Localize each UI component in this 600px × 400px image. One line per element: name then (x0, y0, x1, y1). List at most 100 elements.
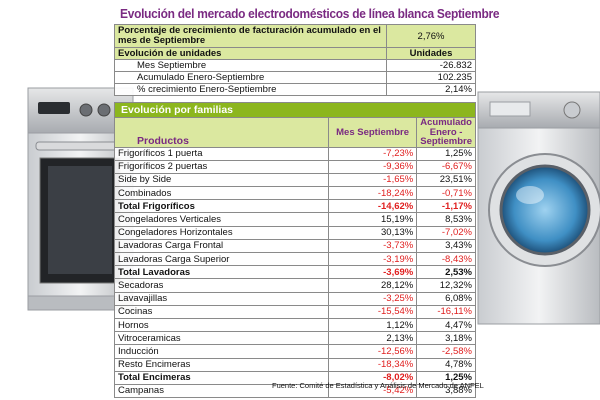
column-header-accumulated: Acumulado Enero - Septiembre (416, 117, 476, 148)
units-row-value: 102.235 (386, 71, 476, 84)
units-row: Acumulado Enero-Septiembre 102.235 (114, 71, 476, 84)
accumulated-change-cell: -16,11% (416, 304, 476, 319)
accumulated-change-cell: 8,53% (416, 212, 476, 227)
table-row: Congeladores Verticales 15,19% 8,53% (114, 212, 476, 227)
families-panel: Evolución por familias Productos Mes Sep… (114, 102, 476, 399)
table-row-total: Total Encimeras -8,02% 1,25% (114, 370, 476, 385)
units-row: Mes Septiembre -26.832 (114, 59, 476, 72)
month-change-cell: -3,73% (327, 238, 418, 254)
accumulated-change-cell: 4,47% (416, 317, 476, 333)
families-header-row: Productos Mes Septiembre Acumulado Enero… (114, 117, 476, 148)
accumulated-change-cell: -7,02% (416, 225, 476, 240)
table-row: Inducción -12,56% -2,58% (114, 344, 476, 359)
product-cell: Inducción (114, 344, 329, 359)
product-cell: Secadoras (114, 278, 329, 293)
washing-machine-illustration (477, 91, 600, 325)
product-cell: Congeladores Verticales (114, 212, 329, 227)
month-change-cell: -12,56% (327, 344, 418, 359)
accumulated-change-cell: -6,67% (416, 159, 476, 174)
product-cell: Lavadoras Carga Frontal (114, 238, 329, 254)
table-row: Combinados -18,24% -0,71% (114, 186, 476, 201)
month-change-cell: 28,12% (327, 278, 418, 293)
summary-panel: Porcentaje de crecimiento de facturación… (114, 24, 476, 96)
accumulated-change-cell: 6,08% (416, 291, 476, 306)
summary-table: Porcentaje de crecimiento de facturación… (114, 24, 476, 96)
month-change-cell: -3,19% (327, 251, 418, 267)
product-cell: Frigoríficos 1 puerta (114, 146, 329, 161)
month-change-cell: 2,13% (327, 331, 418, 346)
month-change-cell: -15,54% (327, 304, 418, 319)
table-row: Side by Side -1,65% 23,51% (114, 172, 476, 188)
accumulated-change-cell: -2,58% (416, 344, 476, 359)
month-change-cell: -1,65% (327, 172, 418, 188)
families-title: Evolución por familias (114, 102, 476, 117)
month-change-cell: -7,23% (327, 146, 418, 161)
billing-growth-row: Porcentaje de crecimiento de facturación… (114, 24, 476, 48)
table-row: Vitroceramicas 2,13% 3,18% (114, 331, 476, 346)
product-cell: Side by Side (114, 172, 329, 188)
table-row-total: Total Frigoríficos -14,62% -1,17% (114, 199, 476, 214)
accumulated-change-cell: 2,53% (416, 265, 476, 280)
billing-growth-label: Porcentaje de crecimiento de facturación… (114, 24, 387, 48)
accumulated-change-cell: 3,88% (416, 383, 476, 399)
month-change-cell: -3,25% (327, 291, 418, 306)
units-header-label: Evolución de unidades (114, 47, 387, 60)
page-title: Evolución del mercado electrodomésticos … (120, 6, 500, 21)
accumulated-change-cell: 12,32% (416, 278, 476, 293)
table-row: Lavavajillas -3,25% 6,08% (114, 291, 476, 306)
table-row: Resto Encimeras -18,34% 4,78% (114, 357, 476, 372)
product-cell: Cocinas (114, 304, 329, 319)
product-cell: Total Lavadoras (114, 265, 329, 280)
families-body: Frigoríficos 1 puerta -7,23% 1,25% Frigoríf… (114, 146, 476, 399)
month-change-cell: -18,34% (327, 357, 418, 372)
product-cell: Congeladores Horizontales (114, 225, 329, 240)
month-change-cell: -3,69% (327, 265, 418, 280)
accumulated-change-cell: 4,78% (416, 357, 476, 372)
accumulated-change-cell: 1,25% (416, 370, 476, 385)
column-header-month: Mes Septiembre (327, 117, 418, 148)
table-row: Congeladores Horizontales 30,13% -7,02% (114, 225, 476, 240)
product-cell: Frigoríficos 2 puertas (114, 159, 329, 174)
month-change-cell: 30,13% (327, 225, 418, 240)
accumulated-change-cell: -0,71% (416, 186, 476, 201)
table-row: Campanas -5,42% 3,88% (114, 383, 476, 399)
product-cell: Hornos (114, 317, 329, 333)
units-row-label: Mes Septiembre (114, 59, 387, 72)
table-row: Lavadoras Carga Frontal -3,73% 3,43% (114, 238, 476, 254)
accumulated-change-cell: 3,43% (416, 238, 476, 254)
billing-growth-value: 2,76% (386, 24, 476, 48)
accumulated-change-cell: 1,25% (416, 146, 476, 161)
product-cell: Campanas (114, 383, 329, 399)
table-row: Frigoríficos 2 puertas -9,36% -6,67% (114, 159, 476, 174)
product-cell: Vitroceramicas (114, 331, 329, 346)
month-change-cell: -18,24% (327, 186, 418, 201)
table-row: Secadoras 28,12% 12,32% (114, 278, 476, 293)
accumulated-change-cell: 23,51% (416, 172, 476, 188)
table-row: Lavadoras Carga Superior -3,19% -8,43% (114, 251, 476, 267)
families-table: Productos Mes Septiembre Acumulado Enero… (114, 117, 476, 399)
units-row-label: % crecimiento Enero-Septiembre (114, 83, 387, 96)
month-change-cell: 1,12% (327, 317, 418, 333)
accumulated-change-cell: 3,18% (416, 331, 476, 346)
table-row: Cocinas -15,54% -16,11% (114, 304, 476, 319)
table-row: Frigoríficos 1 puerta -7,23% 1,25% (114, 146, 476, 161)
table-row-total: Total Lavadoras -3,69% 2,53% (114, 265, 476, 280)
product-cell: Total Frigoríficos (114, 199, 329, 214)
units-header-row: Evolución de unidades Unidades (114, 47, 476, 60)
month-change-cell: -8,02% (327, 370, 418, 385)
product-cell: Lavadoras Carga Superior (114, 251, 329, 267)
product-cell: Lavavajillas (114, 291, 329, 306)
table-row: Hornos 1,12% 4,47% (114, 317, 476, 333)
month-change-cell: 15,19% (327, 212, 418, 227)
product-cell: Resto Encimeras (114, 357, 329, 372)
units-row-value: -26.832 (386, 59, 476, 72)
units-row-value: 2,14% (386, 83, 476, 96)
product-cell: Total Encimeras (114, 370, 329, 385)
accumulated-change-cell: -1,17% (416, 199, 476, 214)
month-change-cell: -9,36% (327, 159, 418, 174)
month-change-cell: -5,42% (327, 383, 418, 399)
product-cell: Combinados (114, 186, 329, 201)
month-change-cell: -14,62% (327, 199, 418, 214)
units-row-label: Acumulado Enero-Septiembre (114, 71, 387, 84)
